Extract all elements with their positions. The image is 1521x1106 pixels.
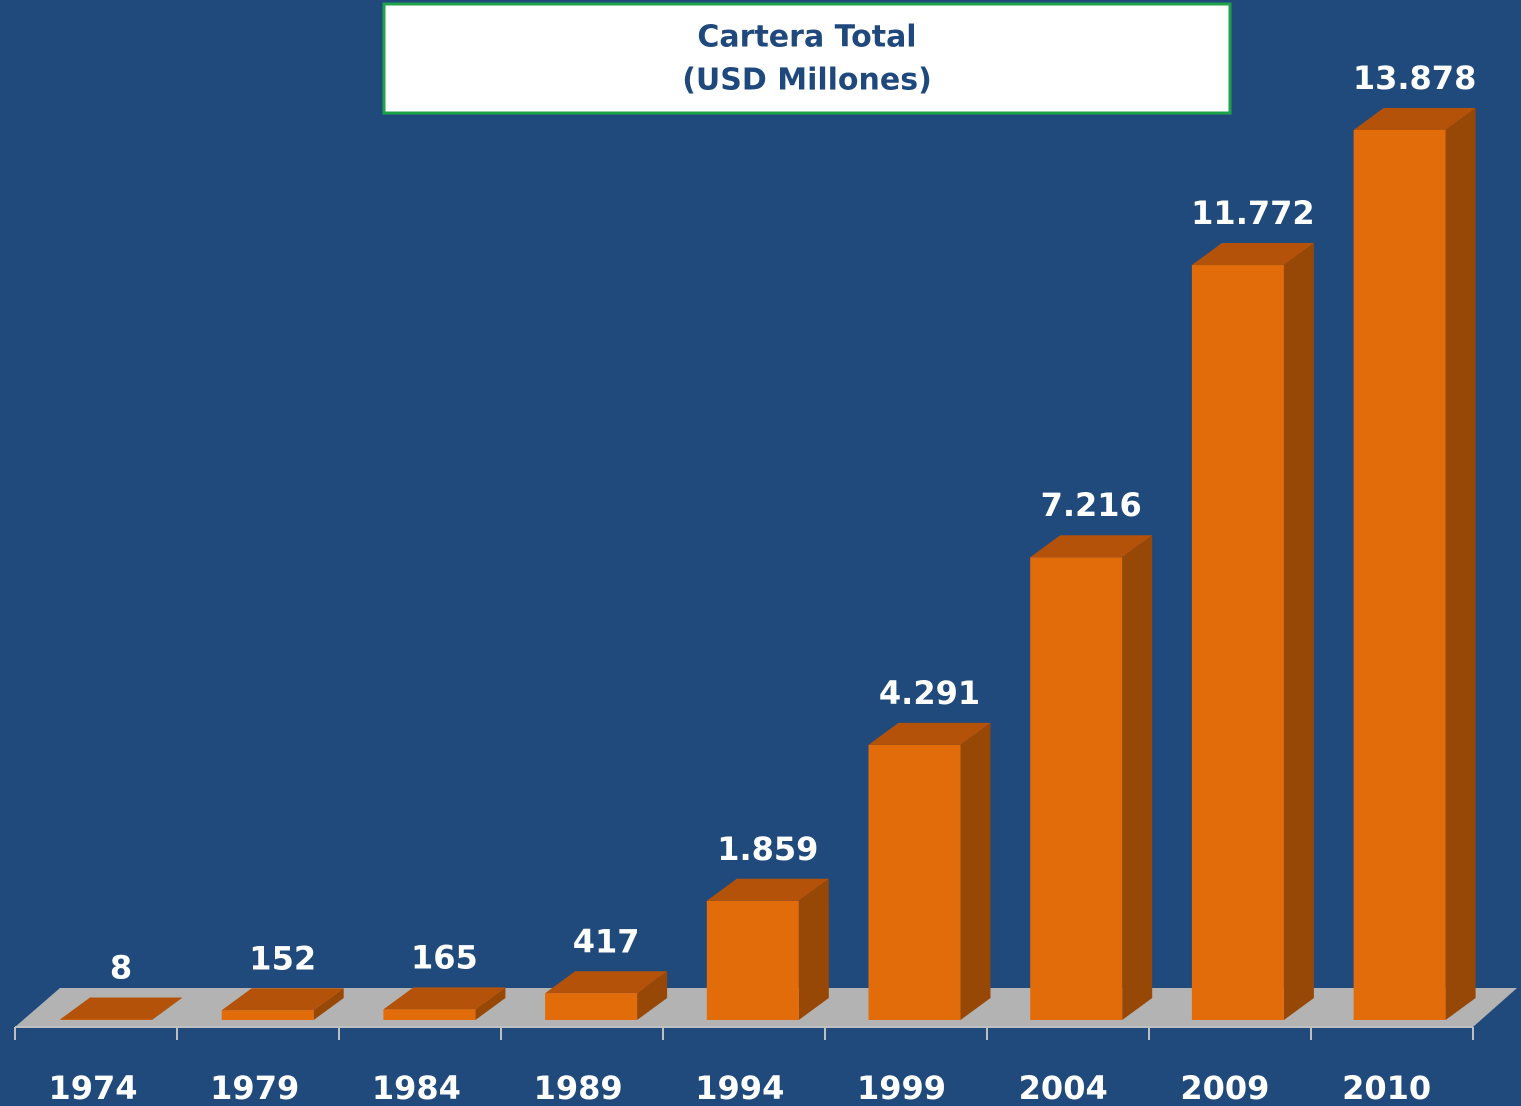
value-label: 417 <box>573 922 640 960</box>
bar <box>221 1010 314 1020</box>
bar-side <box>798 878 829 1020</box>
bar-top <box>1030 535 1153 558</box>
bar <box>545 993 638 1020</box>
x-tick-label: 1979 <box>210 1069 299 1106</box>
x-tick-label: 1989 <box>534 1069 623 1106</box>
x-tick-label: 2010 <box>1342 1069 1431 1106</box>
bar-side <box>1445 108 1476 1020</box>
bar-side <box>960 722 991 1020</box>
bar <box>60 1019 152 1020</box>
chart-subtitle: (USD Millones) <box>682 63 932 98</box>
bar-top <box>706 878 829 901</box>
bar-side <box>313 988 344 1020</box>
bar <box>383 1009 476 1020</box>
bar-top <box>221 988 344 1011</box>
value-label: 7.216 <box>1041 486 1142 524</box>
bar-top <box>545 971 668 994</box>
x-tick-label: 2009 <box>1180 1069 1269 1106</box>
title-box <box>382 2 1232 115</box>
bar <box>1191 265 1284 1021</box>
bar-top <box>60 997 182 1020</box>
bar-side <box>637 971 668 1020</box>
bar-top <box>868 722 991 745</box>
value-label: 4.291 <box>879 674 980 712</box>
bar <box>868 744 961 1020</box>
bar <box>1030 557 1123 1020</box>
value-label: 13.878 <box>1353 59 1476 97</box>
bar-top <box>1191 243 1314 266</box>
value-label: 1.859 <box>717 830 818 868</box>
value-label: 11.772 <box>1191 194 1314 232</box>
bar <box>1353 130 1446 1020</box>
bar <box>706 900 799 1020</box>
bar-top <box>383 987 506 1010</box>
value-label: 152 <box>249 939 316 977</box>
bar-side <box>1122 535 1153 1020</box>
x-tick-label: 2004 <box>1019 1069 1108 1106</box>
value-label: 8 <box>110 948 132 986</box>
bar-side <box>475 987 506 1020</box>
bar-side <box>1283 243 1314 1021</box>
chart-title: Cartera Total <box>697 20 916 55</box>
x-tick-label: 1984 <box>372 1069 461 1106</box>
x-tick-label: 1974 <box>48 1069 137 1106</box>
x-tick-label: 1994 <box>695 1069 784 1106</box>
value-label: 165 <box>411 938 478 976</box>
bar-side <box>152 997 182 1020</box>
x-tick-label: 1999 <box>857 1069 946 1106</box>
bar-top <box>1353 108 1476 130</box>
